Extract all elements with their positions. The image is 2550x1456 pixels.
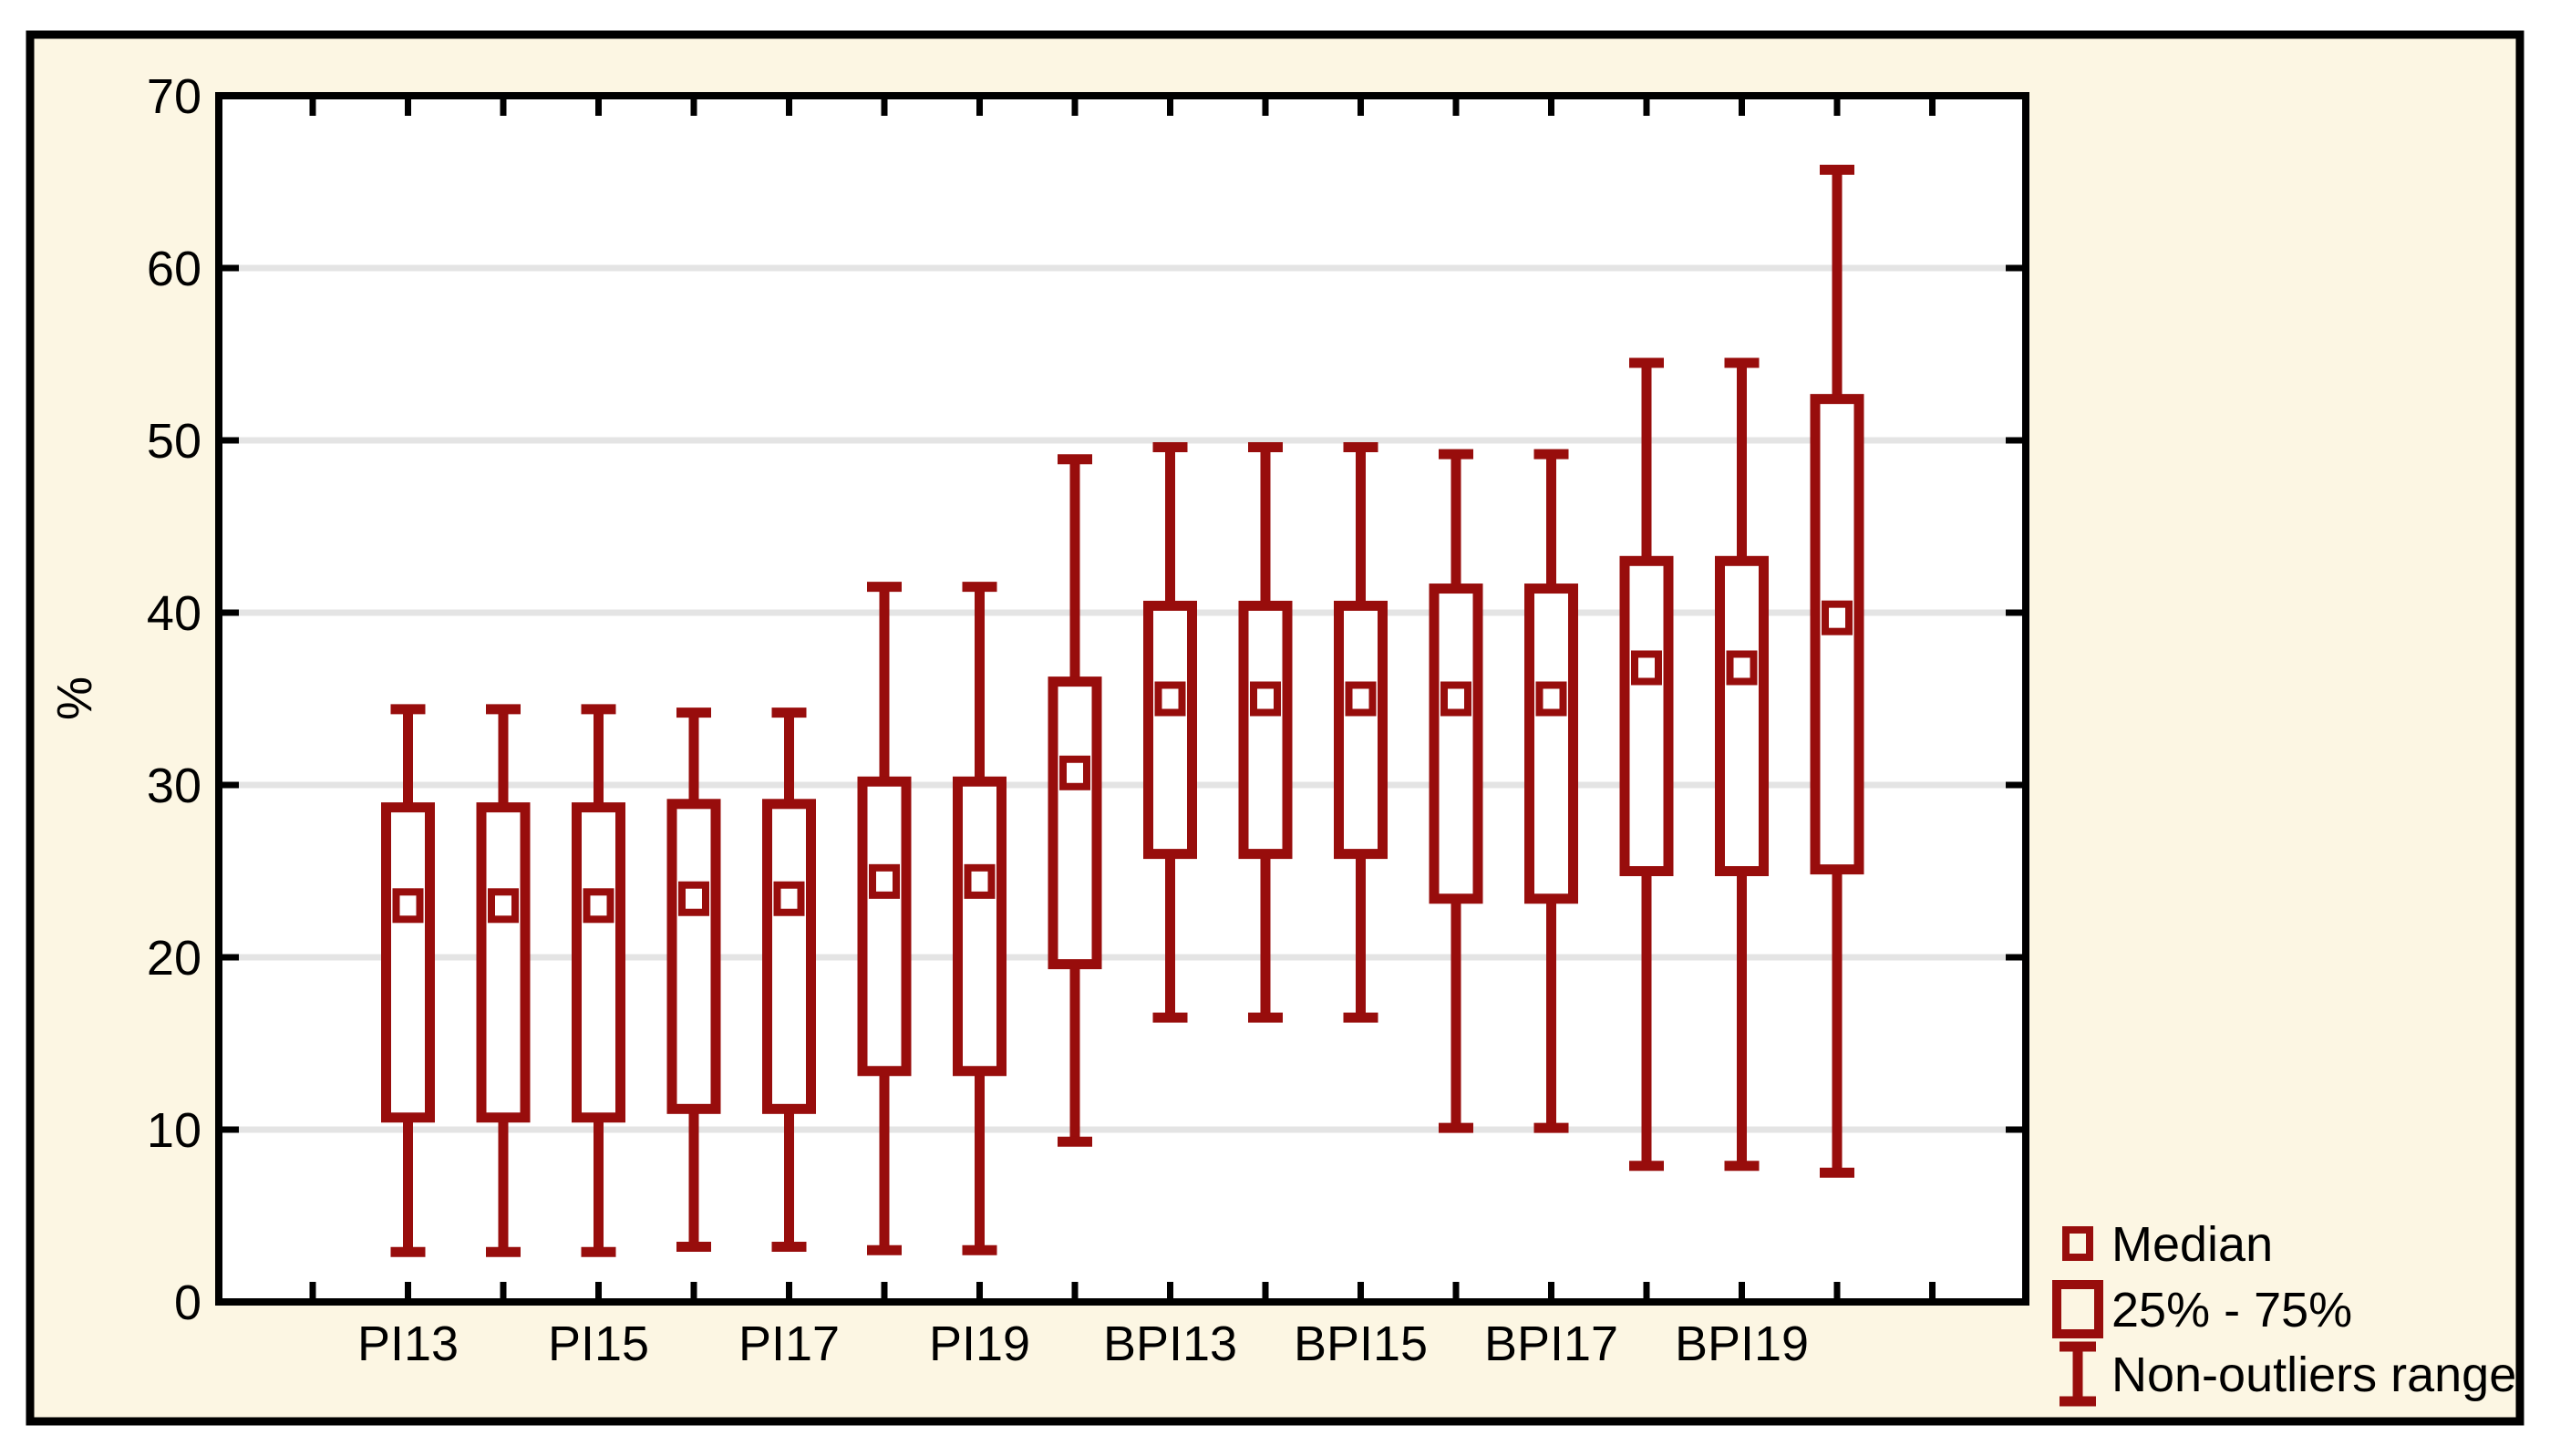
median-marker-BPI19 [1726, 650, 1758, 686]
legend-box-symbol [2052, 1280, 2103, 1338]
y-tick-label-40: 40 [147, 586, 201, 641]
iqr-box-BPI17 [1524, 583, 1578, 904]
median-marker-box12 [1440, 681, 1471, 717]
median-marker-PI17 [773, 881, 805, 916]
x-tick-label-PI15: PI15 [548, 1317, 649, 1371]
y-tick-label-10: 10 [147, 1103, 201, 1158]
median-marker-box10 [1250, 681, 1281, 717]
median-marker-PI19 [964, 863, 996, 899]
x-tick-label-BPI15: BPI15 [1294, 1317, 1428, 1371]
median-marker-PI13 [392, 888, 424, 924]
iqr-box-box14 [1619, 555, 1674, 876]
median-marker-box8 [1059, 755, 1090, 790]
legend-label-1: Median [2111, 1217, 2273, 1272]
x-tick-label-BPI17: BPI17 [1484, 1317, 1618, 1371]
y-tick-label-60: 60 [147, 242, 201, 296]
legend-label-3: Non-outliers range [2111, 1348, 2516, 1402]
median-marker-box2 [488, 888, 519, 924]
iqr-box-PI15 [572, 802, 625, 1123]
y-axis-label: % [47, 676, 102, 720]
iqr-box-PI13 [381, 802, 435, 1123]
iqr-box-box12 [1429, 583, 1483, 904]
iqr-box-box2 [476, 802, 531, 1123]
y-tick-label-0: 0 [174, 1275, 201, 1330]
x-tick-label-BPI13: BPI13 [1103, 1317, 1237, 1371]
x-tick-label-PI13: PI13 [357, 1317, 459, 1371]
median-marker-box14 [1631, 650, 1662, 686]
iqr-box-PI17 [762, 799, 816, 1114]
iqr-box-PI19 [953, 776, 1007, 1077]
median-marker-BPI13 [1154, 681, 1186, 717]
y-tick-label-50: 50 [147, 414, 201, 469]
iqr-box-box4 [666, 799, 721, 1114]
median-marker-BPI15 [1345, 681, 1377, 717]
iqr-box-BPI19 [1715, 555, 1769, 876]
x-tick-label-PI17: PI17 [738, 1317, 840, 1371]
median-marker-box16 [1822, 600, 1853, 635]
iqr-box-box6 [857, 776, 912, 1077]
iqr-box-box10 [1238, 600, 1293, 860]
x-tick-label-PI19: PI19 [929, 1317, 1030, 1371]
y-tick-label-20: 20 [147, 931, 201, 986]
y-tick-label-30: 30 [147, 759, 201, 813]
median-marker-PI15 [583, 888, 614, 924]
y-tick-label-70: 70 [147, 69, 201, 124]
x-tick-label-BPI19: BPI19 [1675, 1317, 1809, 1371]
iqr-box-BPI13 [1143, 600, 1197, 860]
median-marker-box4 [678, 881, 709, 916]
median-marker-box6 [869, 863, 900, 899]
iqr-box-box8 [1048, 676, 1102, 970]
median-marker-BPI17 [1535, 681, 1567, 717]
iqr-box-BPI15 [1334, 600, 1388, 860]
legend-median-symbol [2062, 1226, 2093, 1261]
legend-label-2: 25% - 75% [2111, 1283, 2352, 1337]
